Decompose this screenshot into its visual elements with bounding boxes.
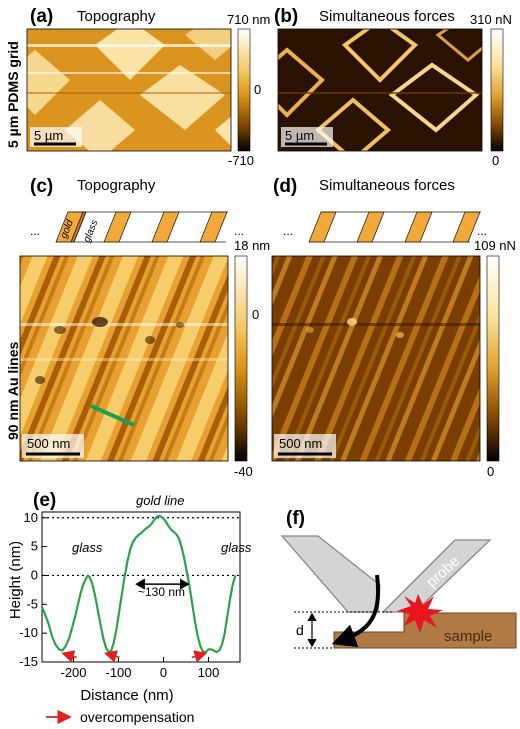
panel-d-cbar-min: 0 — [487, 464, 494, 479]
panel-b-colorbar — [490, 28, 504, 152]
chart-ytick-label-3: 0 — [31, 567, 38, 582]
panel-d-image: 500 nm — [272, 256, 480, 461]
panel-a-letter: (a) — [30, 6, 53, 27]
panel-a-image: 5 µm — [27, 29, 231, 151]
impact-star-icon — [397, 594, 443, 633]
panel-a-cbar-mid: 0 — [254, 82, 261, 97]
chart-xtick-label-1: -100 — [105, 665, 131, 680]
panel-c-profile-line — [90, 404, 135, 427]
row-label-middle: 90 nm Au lines — [5, 341, 21, 440]
panel-b-letter: (b) — [274, 6, 298, 27]
legend-overcompensation: overcompensation — [80, 709, 194, 725]
panel-b-cbar-max: 310 nN — [470, 12, 512, 27]
panel-c-letter: (c) — [30, 176, 53, 197]
chart-xtick-label-3: 100 — [198, 665, 220, 680]
panel-d-ellipsis-left: ... — [283, 224, 293, 238]
chart-xtick-label-0: -200 — [60, 665, 86, 680]
chart-ytick-label-4: 5 — [31, 539, 38, 554]
chart-ytick-label-5: 10 — [24, 510, 38, 525]
panel-f-d-label: d — [296, 622, 304, 638]
panel-e-chart: -200 -100 0 100 -15 -10 -5 0 5 10 — [19, 510, 241, 680]
annotation-width: ~130 nm — [138, 585, 185, 599]
chart-frame — [41, 511, 241, 663]
panel-b-title: Simultaneous forces — [319, 8, 455, 25]
annotation-gold-line: gold line — [136, 493, 184, 508]
panel-b-scalebar: 5 µm — [285, 128, 314, 143]
panel-d-letter: (d) — [273, 176, 297, 197]
panel-a-scalebar: 5 µm — [34, 128, 63, 143]
chart-xtick-label-2: 0 — [160, 665, 167, 680]
panel-b-cbar-min: 0 — [492, 153, 499, 168]
panel-a-colorbar — [237, 28, 251, 152]
panel-c-ellipsis-right: ... — [234, 224, 244, 238]
panel-c-cbar-max: 18 nm — [234, 238, 270, 253]
panel-a-cbar-min: -710 — [228, 153, 254, 168]
panel-b: (b) Simultaneous forces 5 µm 310 nN 0 — [274, 6, 512, 168]
panel-c-scalebar: 500 nm — [27, 436, 70, 451]
panel-d-title: Simultaneous forces — [319, 177, 455, 194]
panel-c: (c) Topography ... ... gold glass — [19, 176, 270, 479]
panel-d-colorbar — [486, 255, 500, 462]
annotation-glass-right: glass — [221, 540, 252, 555]
chart-overcomp-arrow-1 — [103, 650, 120, 663]
chart-overcomp-arrow-0 — [61, 650, 77, 663]
panel-e: (e) -200 -100 0 100 -15 -10 -5 0 5 10 Height (nm)… — [7, 490, 252, 725]
panel-d-scalebar: 500 nm — [279, 436, 322, 451]
panel-f: (f) probe sample d — [280, 508, 517, 649]
panel-b-image: 5 µm — [278, 29, 482, 151]
panel-d-cbar-max: 109 nN — [474, 238, 516, 253]
panel-c-schematic: ... ... gold glass — [30, 211, 244, 244]
motion-arrow — [331, 574, 380, 648]
panel-c-image: 500 nm — [20, 256, 228, 461]
panel-f-letter: (f) — [286, 508, 305, 529]
chart-overcomp-arrow-2 — [191, 650, 208, 663]
chart-xlabel: Distance (nm) — [80, 687, 173, 704]
probe-left — [280, 535, 381, 613]
annotation-glass-left: glass — [72, 540, 103, 555]
panel-d-ellipsis-right: ... — [477, 224, 487, 238]
chart-ytick-label-2: -5 — [26, 596, 38, 611]
panel-c-title: Topography — [77, 177, 156, 194]
panel-e-letter: (e) — [33, 490, 56, 511]
panel-c-cbar-min: -40 — [234, 464, 253, 479]
row-label-top: 5 µm PDMS grid — [5, 41, 21, 148]
panel-d-schematic: ... ... — [283, 211, 487, 243]
panel-c-ellipsis-left: ... — [30, 224, 40, 238]
panel-c-cbar-mid: 0 — [252, 307, 259, 322]
panel-a-cbar-max: 710 nm — [227, 12, 270, 27]
panel-a: (a) Topography 5 µm 710 nm 0 -710 — [26, 6, 270, 168]
panel-a-title: Topography — [77, 8, 156, 25]
sample-label: sample — [444, 628, 492, 645]
chart-ylabel: Height (nm) — [7, 541, 24, 619]
panel-c-colorbar — [234, 255, 248, 462]
panel-d: (d) Simultaneous forces ... ... 500 nm — [271, 176, 516, 479]
panel-c-glass-label: glass — [82, 218, 101, 244]
chart-ytick-label-0: -15 — [19, 654, 38, 669]
chart-ytick-label-1: -10 — [19, 625, 38, 640]
